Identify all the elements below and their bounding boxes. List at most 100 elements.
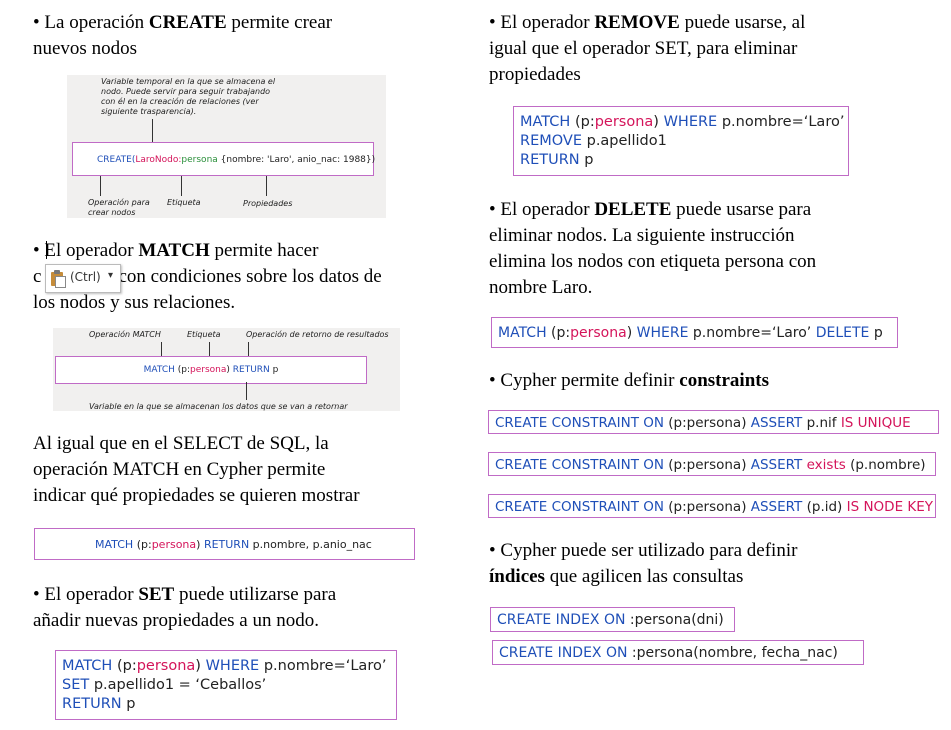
text: c	[33, 266, 42, 287]
code-text: (p:persona)	[663, 499, 751, 515]
match-code-box: MATCH (p:persona) RETURN p	[55, 356, 367, 384]
paste-options-button[interactable]: (Ctrl) ▾	[45, 264, 121, 293]
code-text: )	[626, 325, 637, 341]
text: con condiciones sobre los datos de	[118, 266, 382, 287]
bullet: •	[489, 12, 496, 33]
code-label: persona	[181, 155, 218, 165]
code-keyword: WHERE	[205, 658, 260, 674]
code-keyword: DELETE	[815, 325, 870, 341]
constraints-paragraph: • Cypher permite definir constraints	[489, 368, 769, 394]
code-red-keyword: IS NODE KEY	[846, 499, 934, 515]
code-keyword: RETURN	[62, 696, 122, 712]
note-line: nodo. Puede servir para seguir trabajand…	[101, 87, 271, 96]
code-label: persona	[136, 658, 196, 674]
match-return-code-box: MATCH (p:persona) RETURN p.nombre, p.ani…	[34, 528, 415, 560]
code-text: (p:persona)	[663, 457, 751, 473]
index-dni-code-box: CREATE INDEX ON :persona(dni)	[490, 607, 735, 632]
code-keyword: MATCH	[520, 114, 571, 130]
text: La operación	[44, 12, 149, 33]
note-line: siguiente trasparencia).	[101, 107, 197, 116]
text: permite crear	[226, 12, 333, 33]
paste-label: (Ctrl)	[70, 270, 101, 284]
code-text: p.nombre=‘Laro’	[259, 658, 387, 674]
chevron-down-icon: ▾	[108, 270, 114, 281]
create-code-box: CREATE(LaroNodo:persona {nombre: 'Laro',…	[72, 142, 375, 176]
label-etiqueta: Etiqueta	[167, 198, 201, 207]
text: puede utilizarse para	[174, 584, 337, 605]
code-text: )	[195, 658, 206, 674]
bullet: •	[489, 370, 496, 391]
code-keyword: MATCH	[62, 658, 113, 674]
text: elimina los nodos con etiqueta persona c…	[489, 251, 817, 272]
code-text: :persona(nombre, fecha_nac)	[627, 645, 838, 661]
clipboard-icon	[51, 270, 66, 288]
code-text: p.nombre=‘Laro’	[717, 114, 845, 130]
code-text: p	[269, 365, 279, 375]
code-text: p	[579, 152, 594, 168]
select-paragraph: Al igual que en el SELECT de SQL, la ope…	[33, 431, 360, 509]
bullet: •	[33, 12, 40, 33]
text: El operador	[500, 12, 595, 33]
match-diagram: Operación MATCH Etiqueta Operación de re…	[53, 328, 400, 411]
text: eliminar nodos. La siguiente instrucción	[489, 225, 795, 246]
code-red-keyword: exists	[802, 457, 846, 473]
keyword-create: CREATE	[148, 12, 227, 33]
label-propiedades: Propiedades	[243, 199, 293, 208]
code-text: (p:	[112, 658, 137, 674]
remove-code-box: MATCH (p:persona) WHERE p.nombre=‘Laro’ …	[513, 106, 849, 176]
text: añadir nuevas propiedades a un nodo.	[33, 610, 319, 631]
constraint-nodekey-code-box: CREATE CONSTRAINT ON (p:persona) ASSERT …	[488, 494, 936, 518]
code-text: (p:	[133, 538, 152, 551]
code-text: p	[121, 696, 136, 712]
code-keyword: WHERE	[663, 114, 718, 130]
code-keyword: CREATE CONSTRAINT ON	[495, 457, 664, 473]
code-keyword: RETURN	[203, 538, 250, 551]
index-nombre-code-box: CREATE INDEX ON :persona(nombre, fecha_n…	[492, 640, 864, 665]
code-keyword: MATCH	[498, 325, 547, 341]
code-keyword: SET	[62, 677, 90, 693]
code-keyword: RETURN	[520, 152, 580, 168]
code-keyword: CREATE CONSTRAINT ON	[495, 415, 664, 431]
arrow-line	[161, 342, 162, 356]
bullet: •	[33, 584, 40, 605]
arrow-line	[266, 176, 267, 196]
text-cursor	[46, 241, 47, 259]
keyword-delete: DELETE	[594, 199, 672, 220]
text: propiedades	[489, 64, 581, 85]
arrow-line	[152, 119, 153, 143]
remove-paragraph: • El operador REMOVE puede usarse, al ig…	[489, 10, 805, 88]
code-keyword: CREATE INDEX ON	[499, 645, 628, 661]
code-keyword: RETURN	[232, 365, 270, 375]
match-paragraph: • El operador MATCH permite hacer c con c…	[33, 238, 382, 316]
keyword-match: MATCH	[138, 240, 210, 261]
text: El operador	[44, 240, 139, 261]
code-keyword: REMOVE	[520, 133, 582, 149]
code-text: p.nif	[802, 415, 841, 431]
code-keyword: ASSERT	[750, 457, 803, 473]
code-red-keyword: IS UNIQUE	[840, 415, 911, 431]
keyword-set: SET	[138, 584, 175, 605]
keyword-constraints: constraints	[679, 370, 769, 391]
text: nuevos nodos	[33, 38, 137, 59]
label-return-op: Operación de retorno de resultados	[246, 330, 389, 339]
create-diagram: Variable temporal en la que se almacena …	[67, 75, 386, 218]
create-paragraph: • La operación CREATE permite crear nuev…	[33, 10, 332, 62]
delete-code-box: MATCH (p:persona) WHERE p.nombre=‘Laro’ …	[491, 317, 898, 348]
text: indicar qué propiedades se quieren mostr…	[33, 485, 360, 506]
code-text: (p.nombre)	[845, 457, 926, 473]
label-etiqueta: Etiqueta	[187, 330, 221, 339]
code-keyword: ASSERT	[750, 415, 803, 431]
text: permite hacer	[209, 240, 319, 261]
constraint-unique-code-box: CREATE CONSTRAINT ON (p:persona) ASSERT …	[488, 410, 939, 434]
keyword-indices: índices	[489, 566, 545, 587]
text: que agilicen las consultas	[544, 566, 744, 587]
label-operation: Operación para crear nodos	[88, 198, 150, 218]
code-keyword: ASSERT	[750, 499, 803, 515]
code-keyword: WHERE	[636, 325, 689, 341]
code-text: )	[196, 538, 204, 551]
arrow-line	[248, 342, 249, 356]
code-text: p.nombre, p.anio_nac	[249, 538, 372, 551]
label-line: crear nodos	[88, 208, 136, 217]
code-text: (p:	[546, 325, 571, 341]
delete-paragraph: • El operador DELETE puede usarse para e…	[489, 197, 816, 301]
